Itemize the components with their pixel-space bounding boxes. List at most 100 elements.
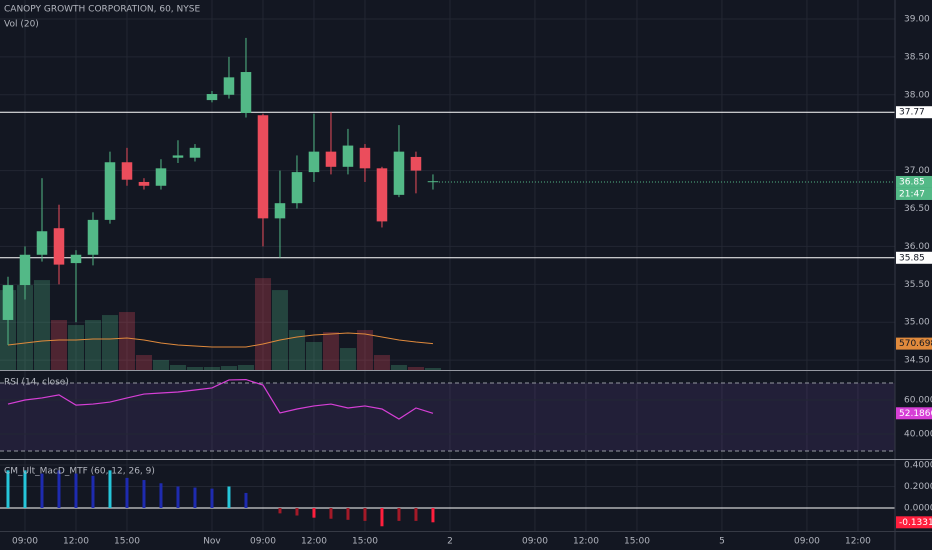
price-badge xyxy=(896,337,932,350)
histogram-bar xyxy=(312,507,316,518)
histogram-bar xyxy=(431,507,435,523)
candle-body xyxy=(36,231,48,255)
candle-body xyxy=(376,168,388,222)
candle-body xyxy=(206,94,218,101)
y-tick-label: 0.0000 xyxy=(904,503,932,513)
y-tick-label: 34.50 xyxy=(904,356,930,366)
x-tick-label: 12:00 xyxy=(63,537,89,547)
volume-bar xyxy=(356,330,373,370)
macd-title: CM_Ult_MacD_MTF (60, 12, 26, 9) xyxy=(4,467,155,477)
candle-body xyxy=(308,151,320,173)
volume-bar xyxy=(84,320,101,370)
marks xyxy=(0,37,895,527)
volume-bar xyxy=(390,365,407,370)
candle-body xyxy=(274,203,286,219)
volume-bar xyxy=(339,348,356,370)
histogram-bar xyxy=(23,470,27,508)
histogram-bar xyxy=(363,507,367,521)
volume-bar xyxy=(101,315,118,370)
candle-body xyxy=(223,77,235,95)
price-badge xyxy=(896,251,932,264)
volume-bar xyxy=(50,320,67,370)
histogram-bar xyxy=(108,470,112,508)
price-badge-label: 52.1866 xyxy=(899,409,932,419)
volume-bar xyxy=(322,332,339,370)
rsi-title: RSI (14, close) xyxy=(4,378,69,388)
x-tick-label: 09:00 xyxy=(250,537,276,547)
chart-title: CANOPY GROWTH CORPORATION, 60, NYSE xyxy=(4,5,200,15)
volume-bar xyxy=(203,366,220,370)
histogram-bar xyxy=(380,507,384,527)
x-tick-label: 09:00 xyxy=(522,537,548,547)
candle-body xyxy=(53,228,65,265)
histogram-bar xyxy=(91,475,95,508)
candle-body xyxy=(189,147,201,158)
histogram-bar xyxy=(210,488,214,508)
y-tick-label: 36.00 xyxy=(904,242,930,252)
volume-bar xyxy=(118,312,135,370)
x-tick-label: 15:00 xyxy=(352,537,378,547)
candle-body xyxy=(325,151,337,167)
volume-bar xyxy=(305,342,322,370)
volume-bar xyxy=(67,325,84,370)
histogram-bar xyxy=(125,477,129,508)
candle-body xyxy=(410,156,422,171)
price-badge-label: 35.85 xyxy=(899,253,925,263)
countdown-label: 21:47 xyxy=(899,189,925,199)
x-tick-label: 15:00 xyxy=(624,537,650,547)
histogram-bar xyxy=(329,507,333,519)
y-tick-label: 37.00 xyxy=(904,166,930,176)
volume-bar xyxy=(16,285,33,370)
candle-body xyxy=(19,254,31,286)
histogram-bar xyxy=(193,487,197,508)
candle-body xyxy=(104,162,116,220)
y-tick-label: 38.50 xyxy=(904,52,930,62)
volume-title: Vol (20) xyxy=(4,20,39,30)
candle-body xyxy=(138,181,150,186)
volume-bar xyxy=(152,360,169,370)
volume-bar xyxy=(407,366,424,370)
y-tick-label: 39.00 xyxy=(904,14,930,24)
x-tick-label: Nov xyxy=(203,537,221,547)
histogram-bar xyxy=(414,507,418,521)
x-tick-label: 09:00 xyxy=(794,537,820,547)
y-tick-label: 60.0000 xyxy=(904,395,932,405)
y-tick-label: 35.00 xyxy=(904,318,930,328)
price-badge-label: 36.85 xyxy=(899,177,925,187)
histogram-bar xyxy=(40,473,44,508)
candle-body xyxy=(257,115,269,219)
histogram-bar xyxy=(142,480,146,508)
volume-bar xyxy=(135,355,152,370)
candle-body xyxy=(393,151,405,195)
rsi-line xyxy=(7,378,434,420)
histogram-bar xyxy=(346,507,350,520)
histogram-bar xyxy=(244,492,248,508)
x-tick-label: 12:00 xyxy=(301,537,327,547)
countdown-badge xyxy=(896,187,932,200)
histogram-bar xyxy=(295,507,299,516)
candle-body xyxy=(70,254,82,264)
candle-body xyxy=(240,72,252,113)
histogram-bar xyxy=(397,507,401,521)
price-badge-label: 570.698 xyxy=(899,339,932,349)
x-tick-label: 15:00 xyxy=(114,537,140,547)
x-tick-label: 5 xyxy=(719,537,725,547)
volume-bar xyxy=(424,368,441,370)
volume-bar xyxy=(220,366,237,370)
x-tick-label: 12:00 xyxy=(845,537,871,547)
volume-bar xyxy=(254,278,271,370)
x-tick-label: 2 xyxy=(447,537,453,547)
histogram-bar xyxy=(278,507,282,514)
candle-body xyxy=(155,168,167,186)
candle-body xyxy=(87,219,99,255)
volume-bar xyxy=(271,290,288,370)
y-tick-label: 40.0000 xyxy=(904,429,932,439)
histogram-bar xyxy=(57,470,61,508)
rsi-band-fill xyxy=(0,382,895,451)
histogram-bar xyxy=(74,473,78,508)
histogram-bar xyxy=(6,470,10,508)
histogram-bar xyxy=(227,486,231,508)
